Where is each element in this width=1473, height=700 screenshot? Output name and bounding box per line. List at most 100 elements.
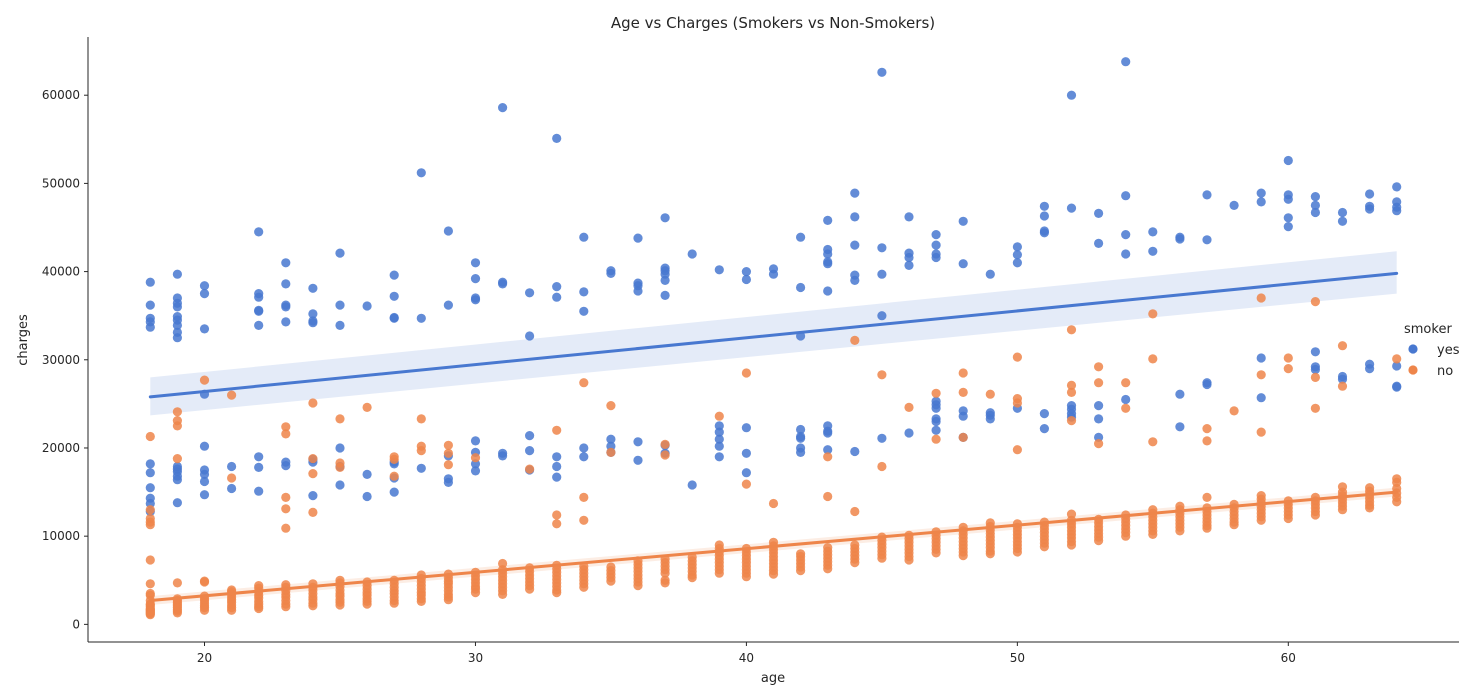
data-point-yes	[931, 252, 941, 263]
data-point-yes	[633, 233, 643, 243]
data-point-yes	[498, 451, 508, 461]
data-point-no	[1310, 372, 1320, 382]
data-point-yes	[877, 243, 887, 253]
data-point-no	[335, 600, 345, 610]
data-point-no	[1121, 531, 1131, 541]
data-point-yes	[172, 333, 182, 343]
data-point-yes	[660, 275, 670, 285]
data-point-no	[1148, 309, 1158, 319]
data-point-yes	[1310, 347, 1320, 357]
data-point-no	[931, 434, 941, 444]
data-point-no	[1175, 526, 1185, 536]
data-point-yes	[931, 230, 941, 240]
data-point-yes	[281, 258, 291, 268]
data-point-yes	[145, 300, 155, 310]
data-point-yes	[199, 324, 210, 334]
regression-line-yes	[148, 271, 1399, 399]
data-point-yes	[1283, 213, 1293, 223]
data-point-yes	[254, 306, 264, 316]
data-point-yes	[362, 469, 372, 479]
data-point-yes	[254, 462, 264, 472]
data-point-yes	[1012, 258, 1023, 268]
data-point-yes	[172, 320, 182, 330]
data-point-yes	[335, 480, 345, 490]
data-point-yes	[1392, 382, 1402, 392]
data-point-yes	[931, 425, 941, 435]
data-point-no	[227, 605, 237, 615]
data-point-yes	[498, 279, 508, 289]
data-point-no	[1202, 523, 1212, 533]
data-point-yes	[470, 274, 481, 284]
data-point-yes	[714, 265, 724, 275]
data-point-no	[877, 370, 887, 380]
data-point-no	[308, 507, 318, 517]
data-point-no	[606, 576, 616, 586]
data-point-no	[227, 390, 237, 400]
data-point-no	[1337, 381, 1348, 391]
data-point-yes	[1066, 90, 1077, 100]
data-point-yes	[1337, 374, 1348, 384]
data-point-yes	[172, 498, 182, 508]
data-point-no	[254, 603, 264, 614]
data-point-no	[877, 553, 887, 563]
data-point-no	[768, 498, 779, 509]
legend: smoker yes no	[1404, 322, 1460, 379]
data-point-yes	[552, 133, 562, 143]
data-point-yes	[877, 433, 887, 443]
data-point-yes	[1039, 424, 1049, 434]
data-point-no	[660, 568, 670, 578]
data-point-yes	[931, 403, 941, 413]
data-point-no	[1094, 362, 1104, 372]
data-point-no	[1202, 492, 1212, 502]
data-point-yes	[199, 469, 210, 479]
data-point-yes	[1012, 250, 1023, 260]
data-point-no	[525, 464, 535, 474]
y-tick-label: 30000	[42, 353, 80, 367]
data-point-no	[552, 588, 562, 598]
data-point-yes	[1039, 211, 1049, 221]
data-point-yes	[254, 320, 264, 330]
data-point-yes	[985, 269, 995, 279]
data-point-yes	[443, 300, 453, 310]
data-point-no	[1148, 437, 1158, 447]
data-point-no	[1283, 353, 1293, 363]
data-point-yes	[552, 472, 562, 482]
data-point-yes	[498, 103, 508, 113]
data-point-yes	[579, 443, 589, 453]
data-point-no	[172, 454, 182, 464]
data-point-yes	[1148, 227, 1158, 237]
data-point-no	[145, 610, 155, 620]
data-point-yes	[823, 286, 833, 296]
confidence-band-yes	[150, 251, 1397, 416]
data-point-yes	[525, 446, 535, 456]
data-point-yes	[877, 269, 887, 279]
data-point-yes	[904, 252, 914, 263]
chart-title: Age vs Charges (Smokers vs Non-Smokers)	[611, 14, 935, 32]
data-point-yes	[443, 226, 453, 236]
data-point-yes	[172, 475, 182, 485]
data-point-no	[1256, 293, 1266, 303]
data-point-no	[416, 446, 426, 456]
data-point-yes	[308, 309, 318, 319]
data-point-no	[1148, 529, 1158, 540]
data-point-no	[362, 402, 372, 412]
data-point-yes	[1094, 414, 1104, 424]
data-point-yes	[470, 436, 481, 446]
data-point-yes	[1012, 242, 1023, 252]
data-point-yes	[1202, 379, 1212, 390]
data-points	[145, 57, 1402, 620]
x-tick-label: 40	[739, 651, 754, 665]
data-point-no	[1229, 520, 1239, 530]
data-point-yes	[172, 302, 182, 312]
data-point-no	[931, 388, 941, 398]
data-point-no	[1012, 352, 1023, 362]
data-point-yes	[931, 240, 941, 250]
y-tick-label: 20000	[42, 441, 80, 455]
data-point-no	[335, 462, 345, 472]
data-point-yes	[199, 281, 210, 291]
data-point-no	[172, 407, 182, 417]
data-point-yes	[1039, 201, 1049, 211]
data-point-yes	[389, 270, 399, 280]
data-point-yes	[1283, 222, 1293, 232]
data-point-yes	[687, 249, 697, 259]
